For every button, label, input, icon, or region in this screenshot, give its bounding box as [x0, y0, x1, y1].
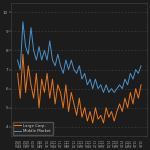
Large Corp. [89, 111, 91, 112]
Large Corp. [121, 111, 123, 112]
Middle Market [19, 69, 21, 70]
Legend: Large Corp., Middle Market: Large Corp., Middle Market [13, 122, 53, 135]
Large Corp. [60, 92, 61, 93]
Middle Market [62, 72, 64, 74]
Large Corp. [62, 107, 64, 109]
Middle Market [121, 88, 123, 90]
Large Corp. [111, 111, 112, 112]
Middle Market [44, 50, 45, 51]
Large Corp. [108, 116, 110, 118]
Middle Market [92, 88, 94, 90]
Large Corp. [119, 103, 120, 105]
Large Corp. [124, 97, 126, 99]
Line: Middle Market: Middle Market [18, 22, 141, 92]
Large Corp. [132, 103, 134, 105]
Middle Market [132, 78, 134, 80]
Large Corp. [30, 84, 32, 86]
Large Corp. [116, 111, 118, 112]
Large Corp. [68, 111, 69, 112]
Middle Market [52, 59, 53, 61]
Line: Large Corp.: Large Corp. [18, 54, 141, 123]
Large Corp. [44, 92, 45, 93]
Large Corp. [54, 103, 56, 105]
Large Corp. [97, 118, 99, 120]
Middle Market [22, 21, 24, 23]
Middle Market [81, 78, 83, 80]
Middle Market [105, 84, 107, 86]
Middle Market [111, 88, 112, 90]
Middle Market [30, 27, 32, 28]
Middle Market [78, 65, 80, 67]
Middle Market [100, 84, 102, 86]
Middle Market [27, 53, 29, 55]
Middle Market [68, 69, 69, 70]
Middle Market [76, 72, 78, 74]
Large Corp. [38, 107, 40, 109]
Large Corp. [25, 92, 27, 93]
Large Corp. [52, 78, 53, 80]
Large Corp. [41, 78, 43, 80]
Middle Market [124, 78, 126, 80]
Middle Market [33, 50, 35, 51]
Middle Market [94, 78, 96, 80]
Large Corp. [81, 116, 83, 118]
Middle Market [49, 40, 51, 42]
Middle Market [89, 78, 91, 80]
Middle Market [108, 92, 110, 93]
Large Corp. [76, 114, 78, 116]
Large Corp. [113, 120, 115, 122]
Large Corp. [78, 97, 80, 99]
Large Corp. [129, 92, 131, 93]
Large Corp. [65, 84, 67, 86]
Middle Market [60, 65, 61, 67]
Large Corp. [105, 107, 107, 109]
Middle Market [65, 59, 67, 61]
Large Corp. [86, 120, 88, 122]
Large Corp. [135, 88, 137, 90]
Middle Market [140, 65, 142, 67]
Middle Market [129, 72, 131, 74]
Large Corp. [94, 107, 96, 109]
Middle Market [54, 65, 56, 67]
Middle Market [116, 88, 118, 90]
Large Corp. [17, 72, 18, 74]
Large Corp. [22, 53, 24, 55]
Middle Market [17, 59, 18, 61]
Middle Market [38, 46, 40, 48]
Large Corp. [49, 97, 51, 99]
Middle Market [103, 92, 104, 93]
Middle Market [137, 72, 139, 74]
Middle Market [127, 84, 129, 86]
Middle Market [84, 72, 85, 74]
Middle Market [41, 59, 43, 61]
Large Corp. [70, 92, 72, 93]
Middle Market [113, 92, 115, 93]
Middle Market [70, 59, 72, 61]
Middle Market [25, 46, 27, 48]
Middle Market [57, 53, 59, 55]
Large Corp. [57, 84, 59, 86]
Middle Market [119, 84, 120, 86]
Middle Market [86, 84, 88, 86]
Middle Market [35, 59, 37, 61]
Large Corp. [33, 97, 35, 99]
Large Corp. [100, 114, 102, 116]
Large Corp. [103, 122, 104, 124]
Large Corp. [46, 72, 48, 74]
Large Corp. [140, 84, 142, 86]
Large Corp. [84, 107, 85, 109]
Large Corp. [137, 97, 139, 99]
Middle Market [73, 69, 75, 70]
Large Corp. [27, 65, 29, 67]
Middle Market [46, 59, 48, 61]
Large Corp. [35, 72, 37, 74]
Middle Market [97, 88, 99, 90]
Large Corp. [92, 122, 94, 124]
Middle Market [135, 69, 137, 70]
Large Corp. [73, 103, 75, 105]
Large Corp. [19, 97, 21, 99]
Large Corp. [127, 107, 129, 109]
